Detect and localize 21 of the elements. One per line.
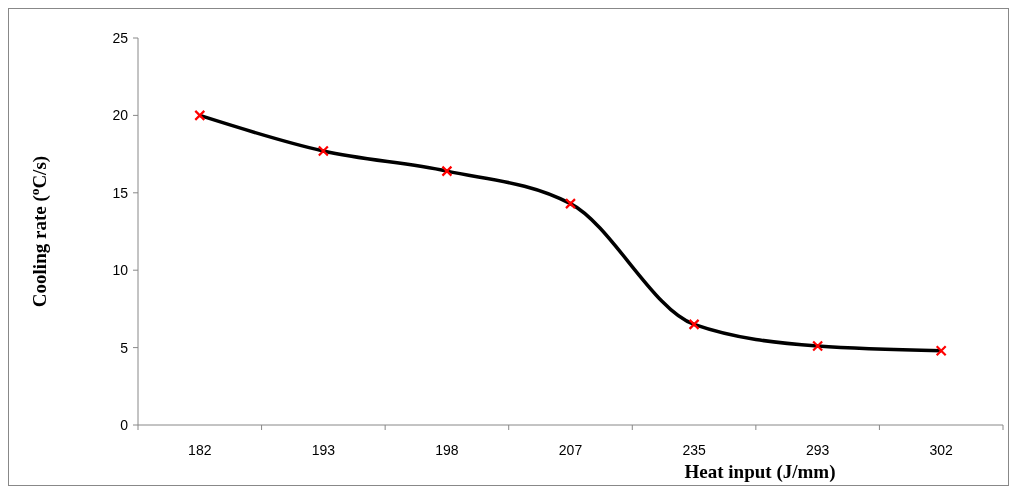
x-tick-label: 207 — [558, 442, 583, 458]
x-tick-label: 193 — [311, 442, 336, 458]
x-axis-title: Heat input (J/mm) — [684, 461, 836, 483]
y-tick-label: 20 — [112, 107, 129, 124]
point — [317, 145, 329, 157]
y-tick-label: 25 — [112, 29, 129, 46]
point — [441, 165, 453, 177]
x-tick-label: 235 — [682, 442, 706, 458]
x-tick-label: 302 — [929, 442, 954, 458]
point — [935, 345, 947, 357]
x-tick-label: 198 — [435, 442, 459, 458]
y-tick-label: 10 — [112, 262, 129, 279]
point — [688, 318, 700, 330]
point — [194, 109, 206, 121]
y-tick-label: 0 — [120, 416, 129, 433]
x-tick-label: 293 — [805, 442, 830, 458]
y-tick-label: 5 — [120, 339, 129, 356]
point — [564, 198, 577, 210]
y-tick-label: 15 — [112, 184, 129, 201]
x-tick-label: 182 — [188, 442, 212, 458]
point — [812, 340, 824, 352]
